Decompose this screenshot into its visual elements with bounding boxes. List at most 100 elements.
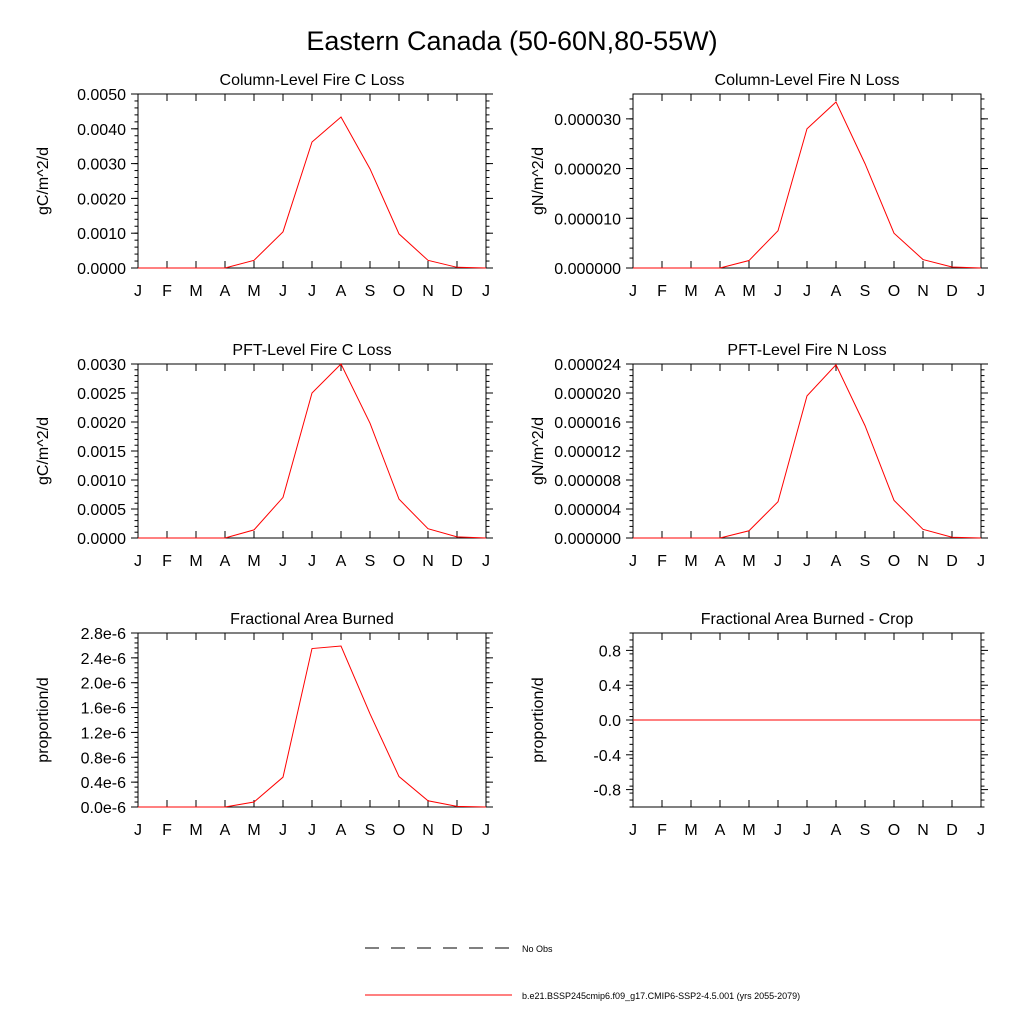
y-tick-label: 0.0000 [77,261,126,278]
x-tick-label: J [977,283,985,300]
y-tick-label: 0.000004 [554,502,621,519]
chart-title: Column-Level Fire N Loss [715,72,900,89]
y-tick-label: 0.0050 [77,87,126,104]
x-tick-label: J [803,822,811,839]
plot-frame [137,93,487,269]
y-tick-label: 1.6e-6 [81,701,126,718]
x-tick-label: J [308,283,316,300]
y-tick-label: 2.0e-6 [81,676,126,693]
x-tick-label: J [279,553,287,570]
legend-label-no-obs: No Obs [522,944,553,954]
x-tick-label: J [482,553,490,570]
plot-frame [632,93,982,269]
series-line-1 [633,101,982,269]
x-tick-label: S [365,822,376,839]
x-tick-label: M [684,553,697,570]
chart-title: Fractional Area Burned [230,611,394,628]
y-axis-label: gN/m^2/d [530,147,547,215]
y-tick-label: -0.8 [593,783,621,800]
x-tick-label: S [860,553,871,570]
y-tick-label: 0.000010 [554,211,621,228]
x-tick-label: A [336,822,347,839]
x-tick-label: M [247,553,260,570]
x-tick-label: M [742,553,755,570]
x-tick-label: S [860,283,871,300]
x-tick-label: J [977,553,985,570]
y-tick-label: 0.000016 [554,415,621,432]
x-tick-label: A [831,283,842,300]
x-tick-label: J [803,283,811,300]
x-tick-label: N [422,553,434,570]
y-tick-label: 1.2e-6 [81,725,126,742]
x-tick-label: J [279,283,287,300]
x-tick-label: M [742,283,755,300]
plot-frame [632,363,982,539]
y-tick-label: 0.000020 [554,162,621,179]
x-tick-label: D [451,553,463,570]
y-tick-label: 0.0e-6 [81,800,126,817]
y-tick-label: 0.0020 [77,415,126,432]
x-tick-label: D [451,822,463,839]
y-tick-label: 0.0005 [77,502,126,519]
x-tick-label: A [715,553,726,570]
x-tick-label: F [657,553,667,570]
x-tick-label: O [888,822,900,839]
x-tick-label: O [393,822,405,839]
series-line-1 [138,645,487,808]
x-tick-label: D [946,553,958,570]
x-tick-label: N [917,822,929,839]
y-tick-label: 0.0 [599,713,621,730]
x-tick-label: A [336,283,347,300]
x-tick-label: M [742,822,755,839]
x-tick-label: F [162,283,172,300]
x-tick-label: J [482,283,490,300]
y-tick-label: 0.0015 [77,444,126,461]
x-tick-label: F [657,822,667,839]
y-tick-label: 2.4e-6 [81,651,126,668]
y-tick-label: 0.0040 [77,122,126,139]
x-tick-label: S [860,822,871,839]
x-tick-label: J [629,822,637,839]
x-tick-label: M [247,822,260,839]
x-tick-label: A [715,822,726,839]
x-tick-label: O [888,283,900,300]
x-tick-label: J [308,822,316,839]
x-tick-label: A [220,553,231,570]
x-tick-label: J [803,553,811,570]
x-tick-label: F [162,822,172,839]
y-axis-label: gC/m^2/d [35,147,52,215]
x-tick-label: J [774,283,782,300]
x-tick-label: F [657,283,667,300]
x-tick-label: S [365,283,376,300]
x-tick-label: M [189,283,202,300]
x-tick-label: N [917,283,929,300]
y-tick-label: 0.0030 [77,157,126,174]
x-tick-label: F [162,553,172,570]
y-tick-label: 0.000030 [554,112,621,129]
x-tick-label: O [393,553,405,570]
x-tick-label: J [977,822,985,839]
chart-title: PFT-Level Fire N Loss [727,342,886,359]
y-tick-label: 0.4 [599,678,621,695]
chart-title: Column-Level Fire C Loss [220,72,405,89]
x-tick-label: A [831,822,842,839]
y-tick-label: 0.0010 [77,473,126,490]
x-tick-label: M [684,283,697,300]
x-tick-label: J [134,822,142,839]
x-tick-label: N [422,822,434,839]
y-tick-label: 0.8e-6 [81,750,126,767]
x-tick-label: M [189,822,202,839]
x-tick-label: S [365,553,376,570]
y-tick-label: 0.0000 [77,531,126,548]
y-axis-label: proportion/d [35,677,52,762]
x-tick-label: J [134,283,142,300]
x-tick-label: N [917,553,929,570]
series-line-1 [633,363,982,539]
chart-panel-6: Fractional Area Burned - Crop proportion/… [530,611,988,839]
x-tick-label: A [220,283,231,300]
